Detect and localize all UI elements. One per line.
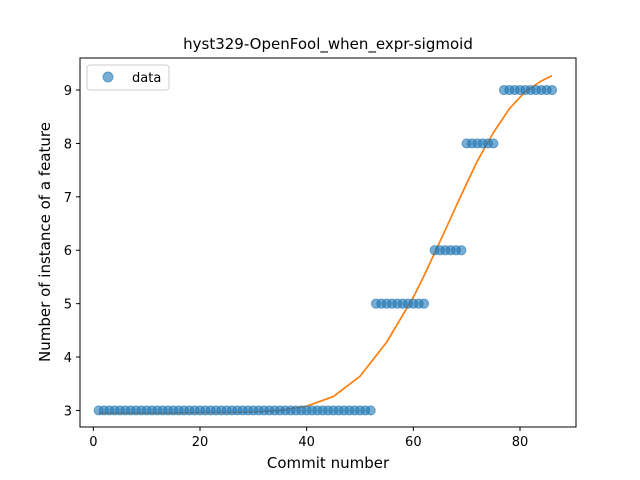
data-series [93, 84, 558, 416]
y-axis-label: Number of instance of a feature [36, 122, 54, 362]
y-tick-label: 3 [64, 404, 72, 419]
legend: data [86, 64, 170, 91]
y-tick-label: 4 [64, 351, 72, 366]
chart-title: hyst329-OpenFool_when_expr-sigmoid [183, 35, 473, 54]
legend-marker-data [102, 71, 114, 83]
x-tick-label: 80 [512, 435, 529, 450]
y-tick-label: 7 [64, 191, 72, 206]
x-tick-label: 40 [298, 435, 315, 450]
x-axis: 0 20 40 60 80 [89, 427, 528, 450]
legend-label-data: data [132, 71, 161, 86]
y-axis: 3 4 5 6 7 8 9 [64, 84, 80, 419]
y-tick-label: 8 [64, 137, 72, 152]
x-axis-label: Commit number [267, 454, 390, 472]
y-tick-label: 9 [64, 84, 72, 99]
y-tick-label: 6 [64, 244, 72, 259]
x-tick-label: 20 [192, 435, 209, 450]
data-point [546, 84, 558, 96]
fit-line-series [98, 74, 553, 414]
data-point [456, 245, 467, 256]
data-point [365, 405, 376, 416]
y-tick-label: 5 [64, 298, 72, 313]
fit-line [98, 74, 553, 414]
legend-box [86, 64, 170, 91]
plot-frame [79, 57, 577, 428]
data-point [488, 138, 499, 149]
x-tick-label: 60 [405, 435, 422, 450]
x-tick-label: 0 [89, 435, 97, 450]
data-point [418, 298, 430, 309]
